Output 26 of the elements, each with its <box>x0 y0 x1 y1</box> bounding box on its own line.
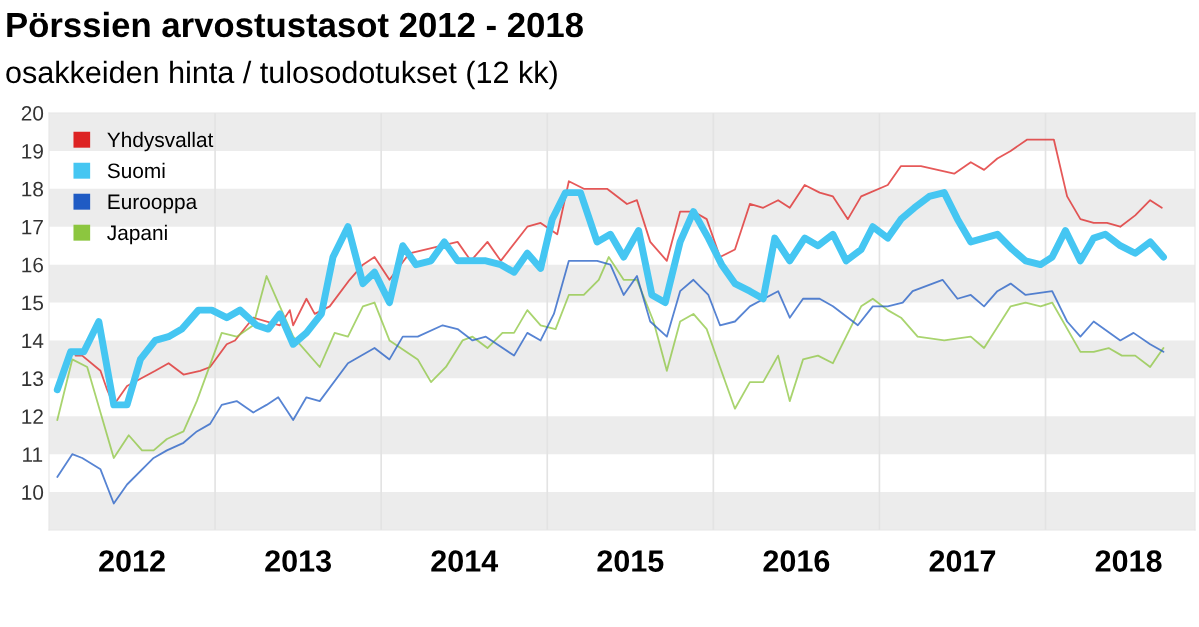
y-tick-label: 13 <box>22 371 44 387</box>
x-tick-label: 2017 <box>929 550 996 572</box>
y-tick-label: 17 <box>22 219 43 235</box>
y-tick-label: 10 <box>22 485 44 500</box>
y-tick-label: 15 <box>22 295 44 311</box>
line-series <box>56 256 1165 459</box>
y-tick-label: 20 <box>21 106 44 121</box>
x-tick-label: 2016 <box>763 550 830 572</box>
y-tick-label: 11 <box>23 447 43 462</box>
y-tick-label: 14 <box>22 333 44 348</box>
x-tick-label: 2012 <box>99 550 165 572</box>
chart-title: Pörssien arvostustasot 2012 - 2018 <box>7 11 583 38</box>
y-tick-label: 16 <box>22 257 44 273</box>
y-tick-label: 18 <box>22 181 44 197</box>
legend-label: Eurooppa <box>108 194 198 214</box>
x-tick-label: 2018 <box>1095 550 1162 572</box>
x-tick-label: 2013 <box>265 550 332 572</box>
x-tick-label: 2014 <box>431 550 499 572</box>
x-tick-label: 2015 <box>597 550 664 572</box>
y-tick-label: 19 <box>22 143 43 159</box>
legend-label: Japani <box>107 224 167 245</box>
y-tick-label: 12 <box>22 409 43 424</box>
line-series <box>56 259 1165 505</box>
legend-label: Yhdysvallat <box>107 131 214 152</box>
chart-subtitle: osakkeiden hinta / tulosodotukset (12 kk) <box>6 60 557 90</box>
legend-label: Suomi <box>107 162 165 179</box>
